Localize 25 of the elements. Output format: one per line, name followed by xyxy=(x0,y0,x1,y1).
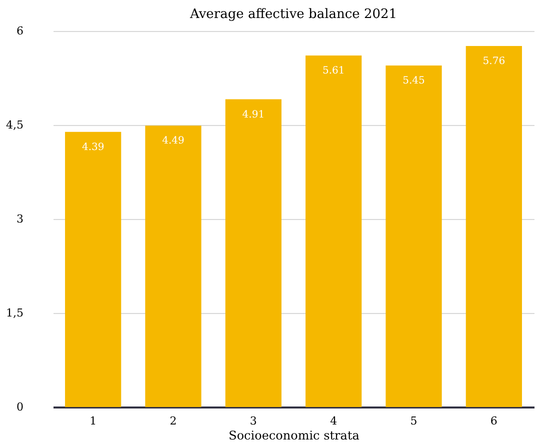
x-tick-label: 5 xyxy=(410,414,418,428)
bar xyxy=(466,46,522,407)
data-label: 5.45 xyxy=(402,75,425,86)
data-label: 5.61 xyxy=(322,65,345,76)
y-tick-label: 6 xyxy=(16,24,24,38)
bar xyxy=(306,55,362,407)
bar xyxy=(225,99,282,407)
x-tick-label: 6 xyxy=(490,414,498,428)
chart-title: Average affective balance 2021 xyxy=(188,7,398,22)
data-label: 4.91 xyxy=(242,109,265,120)
x-tick-label: 1 xyxy=(90,414,97,428)
x-tick-label: 2 xyxy=(170,414,177,428)
y-tick-label: 3 xyxy=(16,212,24,226)
bar xyxy=(386,65,442,407)
x-tick-label: 3 xyxy=(250,414,257,428)
data-label: 5.76 xyxy=(482,56,506,68)
data-label: 4.39 xyxy=(82,142,104,153)
y-tick-label: 1,5 xyxy=(6,306,24,320)
bar xyxy=(145,126,202,407)
y-tick-label: 0 xyxy=(16,400,24,414)
x-tick-label: 4 xyxy=(330,414,338,428)
bar xyxy=(65,132,122,407)
data-label: 4.49 xyxy=(162,136,184,147)
y-tick-label: 4,5 xyxy=(6,118,24,132)
x-axis-title: Socioeconomic strata xyxy=(228,428,360,442)
